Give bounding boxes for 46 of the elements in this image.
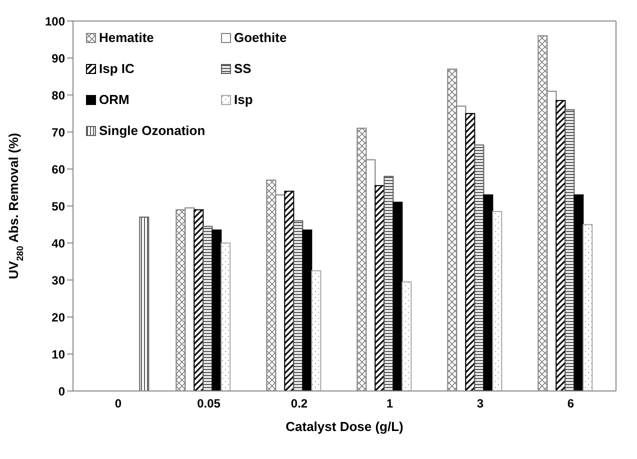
y-tick-label: 10 — [52, 347, 66, 362]
legend-label: Isp — [234, 92, 253, 107]
y-tick-label: 40 — [52, 236, 66, 250]
bar — [194, 209, 204, 391]
x-tick-label: 0.2 — [290, 396, 308, 411]
x-tick-label: 0.05 — [197, 396, 221, 411]
bar — [384, 176, 394, 391]
bar — [465, 113, 476, 391]
legend-label: ORM — [99, 92, 130, 107]
bar — [402, 281, 412, 391]
y-tick-label: 0 — [58, 384, 66, 398]
bar — [202, 226, 213, 391]
bar — [392, 202, 403, 391]
legend-label: Isp IC — [99, 61, 134, 76]
bar — [483, 194, 494, 391]
bar — [293, 220, 304, 391]
bar — [139, 216, 150, 391]
bar — [212, 230, 222, 391]
bar — [574, 194, 584, 391]
bar — [374, 185, 385, 391]
bar — [474, 144, 484, 391]
x-tick-label: 1 — [386, 396, 394, 411]
y-tick-label: 100 — [44, 14, 66, 28]
x-tick-label: 6 — [567, 396, 574, 411]
legend-label: Single Ozonation — [99, 123, 206, 138]
x-tick-label: 3 — [476, 396, 484, 411]
y-tick-label: 20 — [52, 310, 66, 324]
y-tick-label: 60 — [52, 162, 66, 176]
bar — [284, 190, 294, 391]
y-tick-label: 50 — [52, 199, 66, 214]
y-tick-label: 80 — [52, 88, 66, 102]
bar — [302, 230, 312, 391]
legend-label: Goethite — [234, 30, 287, 45]
bar — [556, 100, 566, 391]
x-axis-title: Catalyst Dose (g/L) — [286, 419, 404, 434]
x-tick-label: 0 — [114, 396, 122, 411]
bar — [311, 270, 322, 391]
y-tick-label: 90 — [52, 51, 66, 66]
bar — [564, 109, 575, 391]
bar — [220, 242, 231, 391]
y-tick-label: 30 — [52, 273, 66, 288]
bar — [492, 211, 502, 391]
y-tick-label: 70 — [52, 125, 66, 140]
legend-label: SS — [234, 61, 252, 76]
legend-label: Hematite — [99, 30, 154, 45]
bar — [582, 224, 593, 391]
